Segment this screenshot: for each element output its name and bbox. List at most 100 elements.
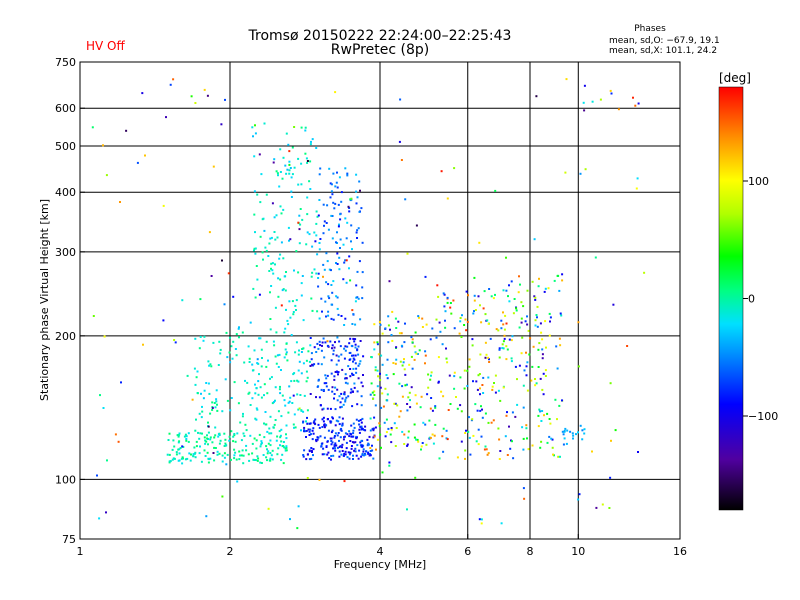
data-point	[311, 245, 314, 248]
data-point	[209, 436, 212, 439]
data-point	[235, 458, 238, 461]
data-point	[583, 109, 586, 112]
data-point	[424, 350, 427, 353]
data-point	[232, 440, 235, 443]
data-point	[306, 477, 309, 479]
data-point	[561, 279, 564, 282]
data-point	[455, 396, 457, 398]
data-point	[466, 321, 469, 323]
data-point	[324, 374, 327, 377]
data-point	[349, 375, 352, 378]
data-point	[395, 346, 398, 349]
data-point	[271, 449, 274, 452]
data-point	[352, 432, 355, 435]
data-point	[251, 397, 254, 400]
data-point	[361, 452, 364, 455]
data-point	[260, 443, 263, 446]
data-point	[345, 447, 348, 450]
data-point	[446, 197, 449, 200]
data-point	[381, 471, 384, 474]
data-point	[342, 243, 345, 246]
data-point	[416, 438, 419, 441]
data-point	[404, 384, 407, 387]
data-point	[480, 435, 483, 438]
data-point	[548, 418, 551, 420]
data-point	[332, 280, 335, 283]
data-point	[355, 190, 358, 193]
data-point	[369, 450, 372, 452]
data-point	[526, 315, 528, 318]
data-point	[333, 207, 336, 210]
data-point	[329, 182, 332, 185]
data-point	[278, 353, 281, 356]
data-point	[276, 172, 279, 175]
data-point	[280, 212, 283, 215]
data-point	[336, 307, 339, 310]
data-point	[254, 459, 257, 461]
data-point	[591, 100, 594, 103]
data-point	[492, 419, 495, 422]
data-point	[486, 453, 489, 456]
data-point	[559, 312, 562, 315]
data-point	[377, 375, 379, 378]
data-point	[195, 376, 198, 379]
data-point	[259, 201, 262, 204]
data-point	[321, 442, 324, 445]
data-point	[290, 190, 293, 193]
data-point	[346, 221, 349, 224]
data-point	[178, 440, 181, 443]
data-point	[167, 439, 170, 441]
data-point	[289, 167, 292, 169]
data-point	[481, 408, 483, 411]
data-point	[339, 247, 341, 249]
data-point	[307, 428, 310, 431]
data-point	[232, 295, 235, 298]
data-point	[207, 443, 209, 446]
data-point	[376, 343, 379, 346]
data-point	[346, 456, 349, 459]
data-point	[359, 360, 362, 363]
data-point	[330, 455, 333, 457]
x-tick-label: 8	[527, 545, 534, 558]
data-point	[245, 449, 248, 452]
data-point	[279, 253, 282, 256]
data-point	[384, 387, 387, 390]
data-point	[463, 369, 466, 372]
data-point	[297, 221, 300, 224]
data-point	[227, 272, 230, 275]
y-tick-label: 75	[62, 533, 76, 546]
data-point	[360, 404, 363, 407]
data-point	[409, 399, 411, 402]
data-point	[581, 429, 584, 432]
data-point	[336, 388, 339, 391]
data-point	[305, 430, 308, 432]
data-point	[285, 445, 288, 448]
data-point	[207, 425, 210, 428]
data-point	[497, 329, 500, 332]
data-point	[331, 390, 334, 393]
data-point	[280, 415, 283, 418]
data-point	[212, 165, 215, 168]
data-point	[232, 435, 235, 438]
data-point	[285, 424, 288, 427]
data-point	[279, 436, 282, 439]
data-point	[355, 173, 358, 176]
data-point	[418, 316, 420, 319]
data-point	[355, 367, 358, 370]
data-point	[305, 370, 308, 373]
data-point	[512, 312, 515, 315]
data-point	[335, 295, 338, 298]
data-point	[340, 191, 343, 194]
data-point	[272, 401, 275, 404]
data-point	[497, 389, 500, 392]
data-point	[500, 522, 503, 525]
data-point	[288, 160, 291, 163]
data-point	[330, 317, 333, 320]
data-point	[351, 309, 354, 312]
data-point	[555, 345, 558, 348]
data-point	[255, 418, 258, 421]
data-point	[438, 321, 441, 324]
data-point	[282, 156, 285, 159]
data-point	[341, 397, 344, 400]
data-point	[636, 177, 639, 180]
